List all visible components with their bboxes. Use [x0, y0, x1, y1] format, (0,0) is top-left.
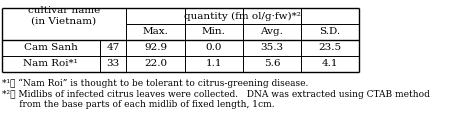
- Text: Nam Roi*¹: Nam Roi*¹: [23, 60, 78, 69]
- Text: 0.0: 0.0: [205, 44, 222, 52]
- Text: *¹： “Nam Roi” is thought to be tolerant to citrus-greening disease.: *¹： “Nam Roi” is thought to be tolerant …: [2, 79, 308, 88]
- Text: 92.9: 92.9: [144, 44, 167, 52]
- Text: cultivar name
(in Vietnam): cultivar name (in Vietnam): [28, 6, 100, 26]
- Text: Avg.: Avg.: [260, 27, 283, 36]
- Text: Min.: Min.: [201, 27, 225, 36]
- Text: 33: 33: [106, 60, 120, 69]
- Text: quantity (fm ol/g·fw)*²: quantity (fm ol/g·fw)*²: [184, 11, 301, 21]
- Text: 4.1: 4.1: [321, 60, 338, 69]
- Text: Max.: Max.: [142, 27, 168, 36]
- Text: *²： Midlibs of infected citrus leaves were collected.   DNA was extracted using : *²： Midlibs of infected citrus leaves we…: [2, 90, 430, 109]
- Text: 47: 47: [106, 44, 120, 52]
- Text: 5.6: 5.6: [263, 60, 279, 69]
- Text: 35.3: 35.3: [260, 44, 283, 52]
- Text: 1.1: 1.1: [205, 60, 222, 69]
- Text: 22.0: 22.0: [144, 60, 167, 69]
- Text: Cam Sanh: Cam Sanh: [24, 44, 77, 52]
- Text: 23.5: 23.5: [318, 44, 341, 52]
- Text: S.D.: S.D.: [319, 27, 340, 36]
